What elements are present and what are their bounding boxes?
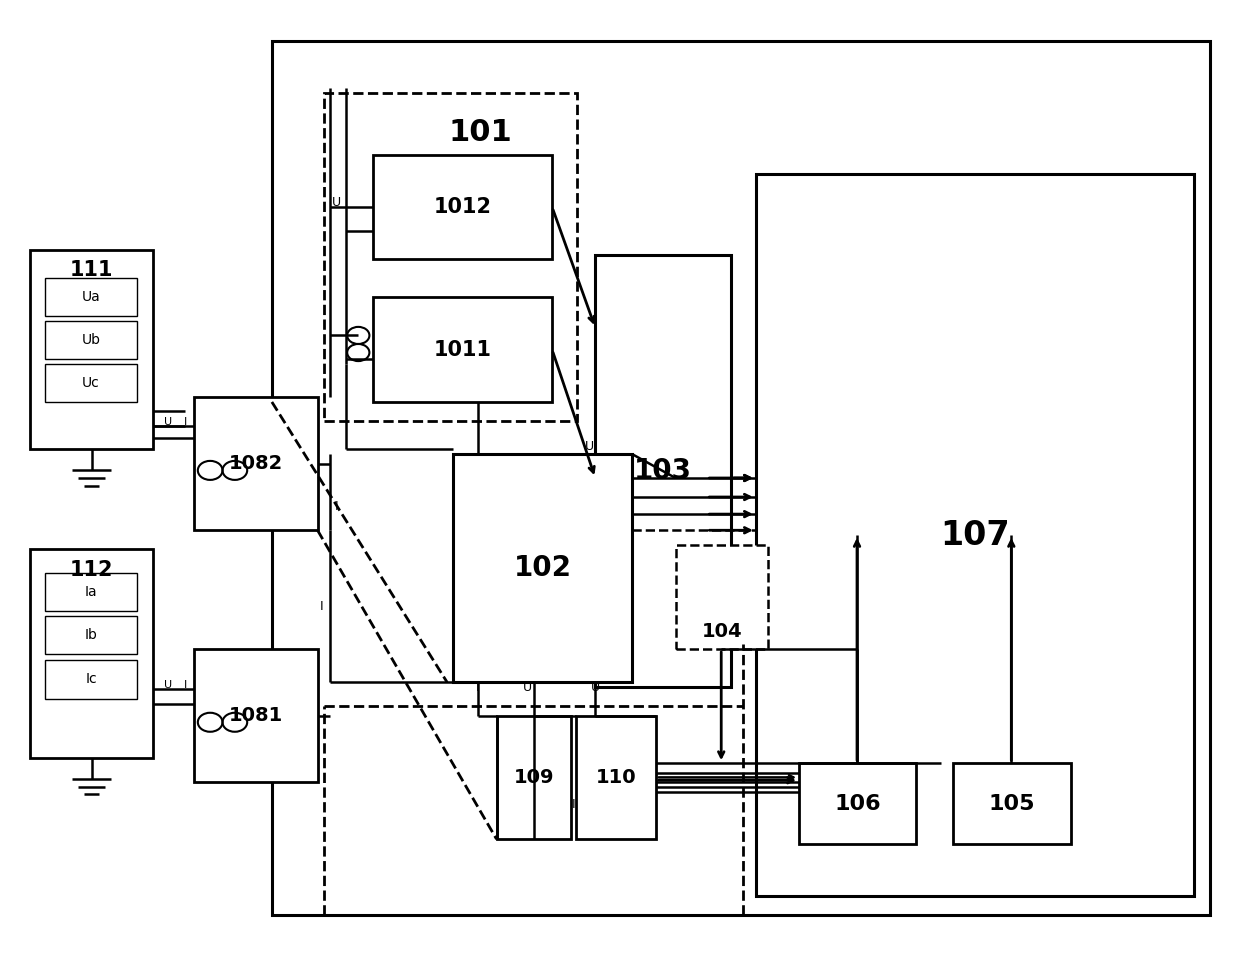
Bar (373, 155, 552, 259)
Text: Ua: Ua (82, 291, 100, 304)
Text: 101: 101 (449, 118, 512, 147)
Bar (324, 93, 577, 421)
Text: U: U (164, 417, 172, 427)
Bar (45, 278, 138, 316)
Bar (373, 297, 552, 402)
Bar (575, 716, 656, 839)
Bar (30, 250, 154, 449)
Text: I: I (184, 681, 187, 690)
Bar (45, 661, 138, 699)
Text: I: I (572, 797, 575, 811)
Text: Ub: Ub (82, 334, 100, 347)
Text: 1012: 1012 (434, 197, 491, 217)
Text: Uc: Uc (82, 376, 100, 390)
Text: 1082: 1082 (228, 454, 283, 473)
Text: 104: 104 (702, 622, 743, 641)
Bar (195, 649, 317, 782)
Bar (45, 616, 138, 654)
Text: 112: 112 (69, 560, 113, 580)
Text: 102: 102 (513, 554, 572, 582)
Text: I: I (184, 417, 187, 427)
Bar (195, 397, 317, 531)
Text: U: U (523, 681, 532, 694)
Bar (595, 254, 732, 687)
Text: I: I (320, 599, 324, 613)
Bar (676, 545, 768, 649)
Bar (496, 716, 570, 839)
Text: 107: 107 (940, 518, 1009, 552)
Bar (454, 454, 632, 683)
Bar (272, 41, 1210, 915)
Text: 111: 111 (69, 260, 113, 280)
Text: 1081: 1081 (228, 706, 283, 725)
Bar (756, 174, 1194, 896)
Text: Ia: Ia (84, 585, 98, 599)
Text: I: I (476, 681, 480, 694)
Text: 109: 109 (513, 768, 554, 787)
Text: U: U (584, 440, 594, 453)
Text: I: I (335, 500, 337, 513)
Bar (45, 573, 138, 611)
Text: 105: 105 (988, 793, 1035, 814)
Bar (799, 763, 916, 844)
Text: Ic: Ic (86, 672, 97, 686)
Bar (954, 763, 1070, 844)
Bar (45, 364, 138, 402)
Text: U: U (164, 681, 172, 690)
Text: Ib: Ib (84, 628, 98, 641)
Text: 103: 103 (634, 457, 692, 485)
Text: 110: 110 (595, 768, 636, 787)
Bar (30, 550, 154, 758)
Text: U: U (590, 681, 600, 694)
Text: U: U (331, 196, 341, 208)
Bar (45, 321, 138, 359)
Text: 106: 106 (835, 793, 880, 814)
Text: 1011: 1011 (434, 339, 491, 359)
